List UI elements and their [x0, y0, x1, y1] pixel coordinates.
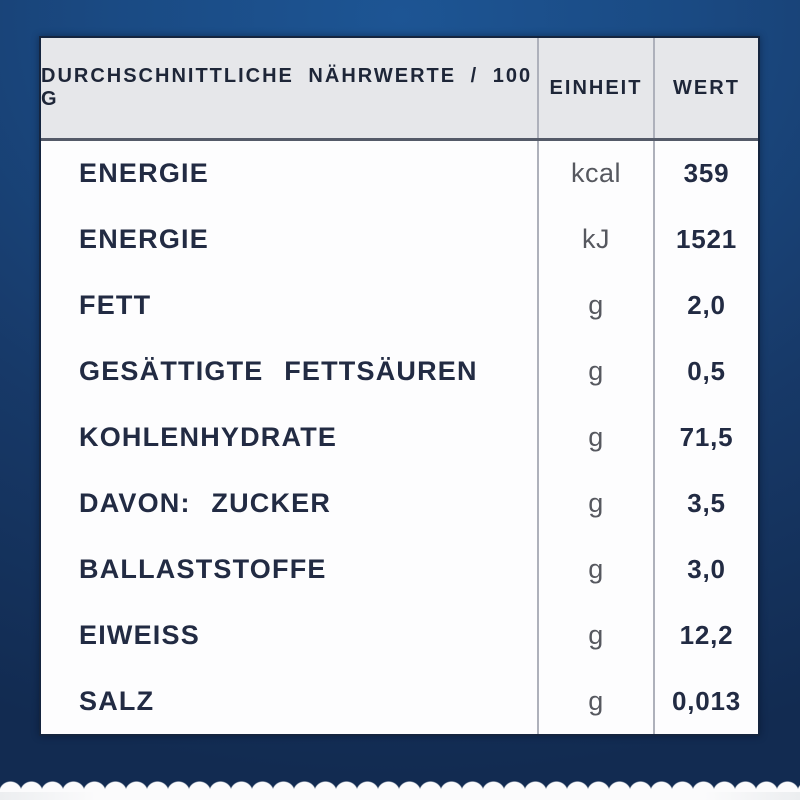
table-row: DAVON: ZUCKER g 3,5	[41, 470, 758, 537]
table-row: SALZ g 0,013	[41, 668, 758, 735]
table-row: ENERGIE kcal 359	[41, 141, 758, 207]
row-value: 0,013	[671, 685, 742, 716]
row-value: 2,0	[687, 290, 726, 321]
nutrition-table: DURCHSCHNITTLICHE NÄHRWERTE / 100 G EINH…	[39, 36, 760, 736]
header-cell-value: WERT	[653, 38, 758, 138]
row-value: 359	[683, 158, 730, 189]
table-row: EIWEISS g 12,2	[41, 602, 758, 669]
row-label: DAVON: ZUCKER	[79, 487, 332, 518]
row-label: SALZ	[79, 685, 155, 716]
row-label: EIWEISS	[79, 619, 200, 650]
header-value-label: WERT	[673, 76, 740, 99]
row-unit: g	[588, 356, 604, 387]
row-label: GESÄTTIGTE FETTSÄUREN	[79, 356, 478, 387]
header-unit-label: EINHEIT	[549, 76, 643, 99]
row-value: 1521	[675, 224, 738, 255]
row-value: 3,5	[687, 487, 726, 518]
wrapper-edge-base	[0, 792, 800, 800]
table-row: GESÄTTIGTE FETTSÄUREN g 0,5	[41, 338, 758, 405]
table-header-row: DURCHSCHNITTLICHE NÄHRWERTE / 100 G EINH…	[41, 38, 758, 141]
row-value: 0,5	[687, 356, 726, 387]
row-label: FETT	[79, 290, 152, 321]
header-cell-unit: EINHEIT	[537, 38, 653, 138]
table-row: BALLASTSTOFFE g 3,0	[41, 536, 758, 603]
row-unit: kJ	[582, 224, 610, 255]
row-unit: g	[588, 553, 604, 584]
row-value: 71,5	[679, 422, 734, 452]
row-value: 3,0	[687, 553, 726, 584]
row-value: 12,2	[679, 619, 734, 650]
table-body: ENERGIE kcal 359 ENERGIE kJ 1521 FETT g …	[41, 141, 758, 735]
row-unit: g	[588, 422, 604, 452]
row-label: BALLASTSTOFFE	[79, 553, 327, 584]
row-unit: g	[588, 290, 604, 321]
header-nutrients-label: DURCHSCHNITTLICHE NÄHRWERTE / 100 G	[41, 65, 533, 110]
table-row: ENERGIE kJ 1521	[41, 206, 758, 273]
row-unit: kcal	[570, 158, 621, 189]
row-unit: g	[588, 487, 604, 518]
row-unit: g	[588, 685, 604, 716]
header-cell-nutrients: DURCHSCHNITTLICHE NÄHRWERTE / 100 G	[41, 38, 537, 138]
row-label: KOHLENHYDRATE	[79, 422, 338, 452]
table-row: KOHLENHYDRATE g 71,5	[41, 404, 758, 471]
row-unit: g	[588, 619, 604, 650]
table-row: FETT g 2,0	[41, 272, 758, 339]
row-label: ENERGIE	[79, 158, 209, 189]
row-label: ENERGIE	[79, 224, 209, 255]
